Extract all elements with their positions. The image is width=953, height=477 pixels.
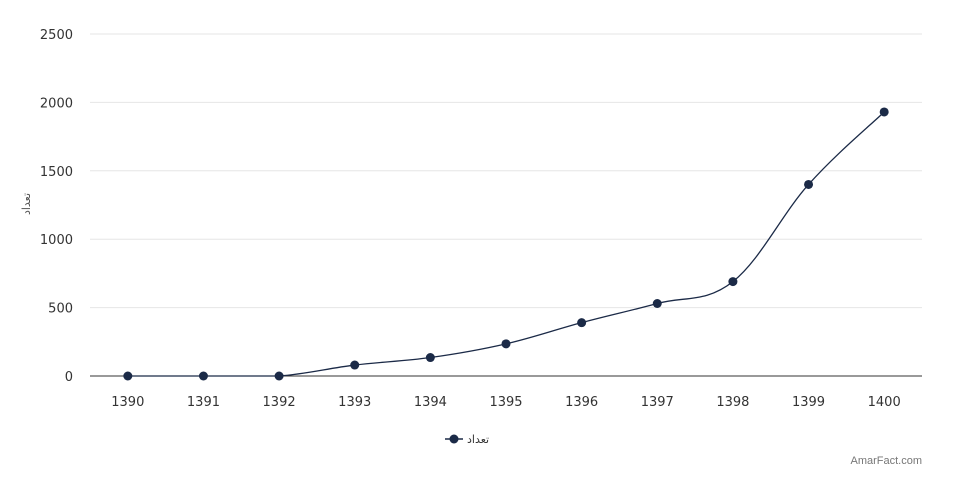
y-tick-label: 500 [48, 302, 73, 317]
x-tick-label: 1393 [338, 395, 371, 410]
data-point[interactable] [501, 339, 511, 349]
y-tick-label: 0 [65, 370, 73, 385]
y-tick-label: 2500 [40, 28, 73, 43]
data-point[interactable] [350, 360, 360, 370]
y-tick-label: 1000 [40, 233, 73, 248]
x-tick-label: 1395 [489, 395, 522, 410]
y-tick-label: 1500 [40, 165, 73, 180]
x-axis-ticks: 1390 1391 1392 1393 1394 1395 1396 1397 1398 1399… [111, 395, 900, 410]
x-tick-label: 1400 [868, 395, 901, 410]
x-tick-label: 1398 [716, 395, 749, 410]
data-point[interactable] [652, 298, 662, 308]
y-tick-label: 2000 [40, 96, 73, 111]
data-point[interactable] [577, 318, 587, 328]
x-tick-label: 1391 [187, 395, 220, 410]
data-point[interactable] [728, 277, 738, 287]
x-tick-label: 1392 [263, 395, 296, 410]
data-point[interactable] [274, 371, 284, 381]
data-point[interactable] [198, 371, 208, 381]
series-group [123, 107, 889, 381]
x-tick-label: 1399 [792, 395, 825, 410]
series-line [127, 111, 885, 377]
legend-label: تعداد [467, 433, 489, 446]
x-tick-label: 1390 [111, 395, 144, 410]
y-axis-label: تعداد [20, 193, 33, 215]
legend-marker [449, 434, 459, 444]
data-point[interactable] [425, 353, 435, 363]
grid-lines [90, 33, 922, 309]
data-point[interactable] [879, 107, 889, 117]
x-tick-label: 1396 [565, 395, 598, 410]
credit-link[interactable]: AmarFact.com [850, 455, 922, 467]
data-point[interactable] [123, 371, 133, 381]
x-tick-label: 1397 [641, 395, 674, 410]
y-axis-ticks: 0 500 1000 1500 2000 2500 [40, 28, 73, 385]
data-point[interactable] [804, 179, 814, 189]
x-tick-label: 1394 [414, 395, 447, 410]
legend[interactable]: تعداد [445, 433, 489, 446]
